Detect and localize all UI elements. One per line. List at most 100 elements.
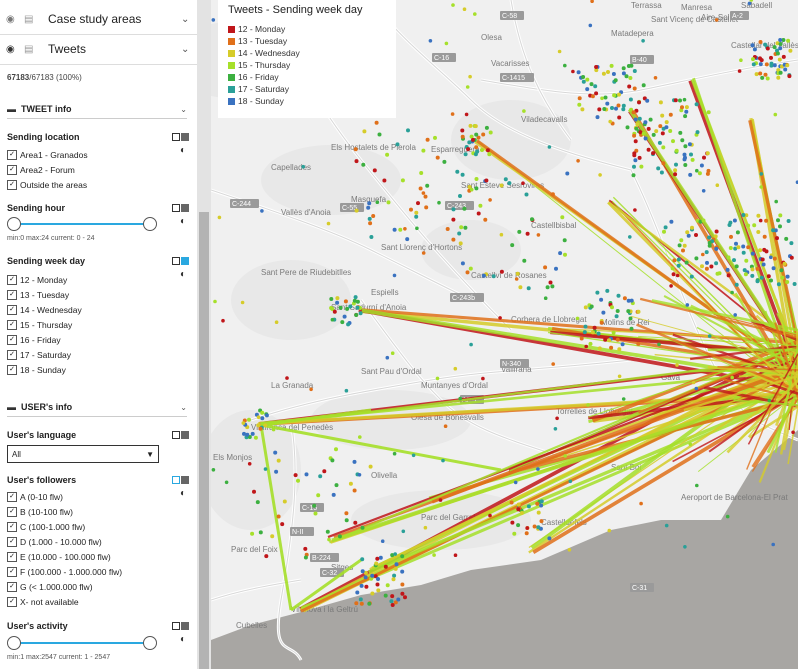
- tweet-point: [217, 215, 222, 220]
- slider-handle-max[interactable]: [143, 217, 157, 231]
- tweet-point: [663, 225, 668, 230]
- invert-icon[interactable]: ◐: [180, 488, 187, 499]
- tweet-point: [765, 76, 770, 81]
- checkbox-location-area2[interactable]: ✓ Area2 - Forum: [7, 165, 75, 175]
- tweet-point: [714, 18, 719, 22]
- checkbox-day-saturday[interactable]: ✓ 17 - Saturday: [7, 350, 71, 360]
- table-icon[interactable]: ▤: [24, 43, 34, 55]
- tweet-point: [364, 584, 369, 589]
- tweet-point: [785, 63, 790, 68]
- tweet-point: [444, 41, 449, 46]
- chevron-down-icon[interactable]: ⌄: [181, 43, 190, 55]
- tweet-point: [484, 125, 489, 130]
- tweet-point: [392, 451, 397, 456]
- checkbox-followers-d[interactable]: ✓ D (1.000 - 10.000 flw): [7, 537, 102, 547]
- checkbox-day-sunday[interactable]: ✓ 18 - Sunday: [7, 365, 66, 375]
- slider-handle-min[interactable]: [7, 217, 21, 231]
- invert-icon[interactable]: ◐: [180, 269, 187, 280]
- select-all-toggle[interactable]: [172, 622, 190, 630]
- legend-title: Tweets - Sending week day: [228, 4, 363, 16]
- chevron-down-icon[interactable]: ⌄: [180, 402, 187, 412]
- tweet-point: [769, 255, 773, 260]
- tweet-point: [714, 229, 719, 234]
- tweet-point: [330, 317, 335, 322]
- flow-line: [327, 357, 798, 539]
- invert-icon[interactable]: ◐: [180, 216, 187, 227]
- tweet-point: [463, 225, 468, 230]
- road-label: C-32: [322, 570, 337, 577]
- eye-icon[interactable]: ◉: [6, 13, 15, 25]
- sending-hour-slider[interactable]: [7, 217, 157, 231]
- layer-row-case-study[interactable]: ◉ ▤ Case study areas ⌄: [0, 4, 197, 35]
- tweet-point: [767, 398, 772, 403]
- tweet-point: [360, 569, 365, 574]
- checkbox-followers-c[interactable]: ✓ C (100-1.000 flw): [7, 522, 85, 532]
- tweet-point: [376, 577, 380, 581]
- checkbox-followers-g[interactable]: ✓ G (< 1.000.000 flw): [7, 582, 93, 592]
- select-all-toggle[interactable]: [172, 431, 190, 439]
- place-label: Sant Llorenç d'Hortons: [381, 243, 462, 252]
- tweet-point: [775, 41, 780, 46]
- tweet-point: [330, 458, 335, 463]
- tweet-point: [634, 126, 639, 131]
- tweet-point: [557, 49, 562, 54]
- checkbox-location-area1[interactable]: ✓ Area1 - Granados: [7, 150, 88, 160]
- place-label: Aire-Sol: [701, 13, 730, 22]
- checkbox-followers-b[interactable]: ✓ B (10-100 flw): [7, 507, 73, 517]
- eye-icon[interactable]: ◉: [6, 43, 15, 55]
- slider-handle-max[interactable]: [143, 636, 157, 650]
- checkbox-day-thursday[interactable]: ✓ 15 - Thursday: [7, 320, 72, 330]
- tweet-point: [707, 235, 712, 240]
- tweet-point: [335, 300, 340, 305]
- road-shield: [310, 553, 339, 562]
- user-info-header[interactable]: ▬ USER's info ⌄: [7, 398, 187, 417]
- place-label: Esparreguera: [431, 145, 480, 154]
- scrollbar-thumb[interactable]: [199, 212, 209, 669]
- tweet-point: [772, 63, 777, 68]
- checkbox-followers-e[interactable]: ✓ E (10.000 - 100.000 flw): [7, 552, 111, 562]
- checkbox-day-tuesday[interactable]: ✓ 13 - Tuesday: [7, 290, 69, 300]
- tweet-point: [751, 57, 755, 62]
- checkbox-followers-f[interactable]: ✓ F (100.000 - 1.000.000 flw): [7, 567, 122, 577]
- select-all-toggle[interactable]: [172, 133, 190, 141]
- checkbox-followers-x[interactable]: ✓ X- not available: [7, 597, 79, 607]
- checkbox-day-wednesday[interactable]: ✓ 14 - Wednesday: [7, 305, 82, 315]
- tweet-point: [706, 168, 711, 173]
- tweet-point: [705, 171, 710, 176]
- tweet-point: [524, 192, 529, 197]
- slider-handle-min[interactable]: [7, 636, 21, 650]
- tweet-point: [701, 189, 706, 193]
- select-all-toggle[interactable]: [172, 257, 190, 265]
- tweet-point: [759, 185, 763, 189]
- checkbox-day-monday[interactable]: ✓ 12 - Monday: [7, 275, 67, 285]
- road-label: C-243: [447, 203, 466, 210]
- tweet-point: [792, 282, 797, 286]
- tweet-point: [586, 403, 590, 407]
- invert-icon[interactable]: ◐: [180, 145, 187, 156]
- tweet-point: [785, 274, 790, 279]
- select-all-toggle[interactable]: [172, 204, 190, 212]
- checkbox-location-outside[interactable]: ✓ Outside the areas: [7, 180, 87, 190]
- select-all-toggle[interactable]: [172, 476, 190, 484]
- user-activity-slider[interactable]: [7, 636, 157, 650]
- tweet-point: [749, 0, 754, 2]
- chevron-down-icon[interactable]: ⌄: [180, 104, 187, 114]
- legend-swatch: [228, 49, 235, 57]
- checkbox-day-friday[interactable]: ✓ 16 - Friday: [7, 335, 61, 345]
- tweet-info-header[interactable]: ▬ TWEET info ⌄: [7, 100, 187, 119]
- tweet-point: [585, 87, 590, 92]
- layer-row-tweets[interactable]: ◉ ▤ Tweets ⌄: [0, 34, 197, 65]
- terrain-shade: [451, 100, 571, 180]
- tweet-point: [390, 553, 395, 558]
- tweet-point: [683, 114, 688, 119]
- chevron-down-icon[interactable]: ⌄: [181, 13, 190, 25]
- user-language-select[interactable]: All ▼: [7, 445, 159, 463]
- table-icon[interactable]: ▤: [24, 13, 34, 25]
- tweet-point: [393, 600, 398, 605]
- tweet-point: [362, 129, 367, 134]
- tweet-point: [789, 255, 794, 260]
- dropdown-arrow-icon[interactable]: ▼: [146, 449, 154, 459]
- invert-icon[interactable]: ◐: [180, 634, 187, 645]
- checkbox-followers-a[interactable]: ✓ A (0-10 flw): [7, 492, 63, 502]
- tweet-point: [746, 223, 751, 228]
